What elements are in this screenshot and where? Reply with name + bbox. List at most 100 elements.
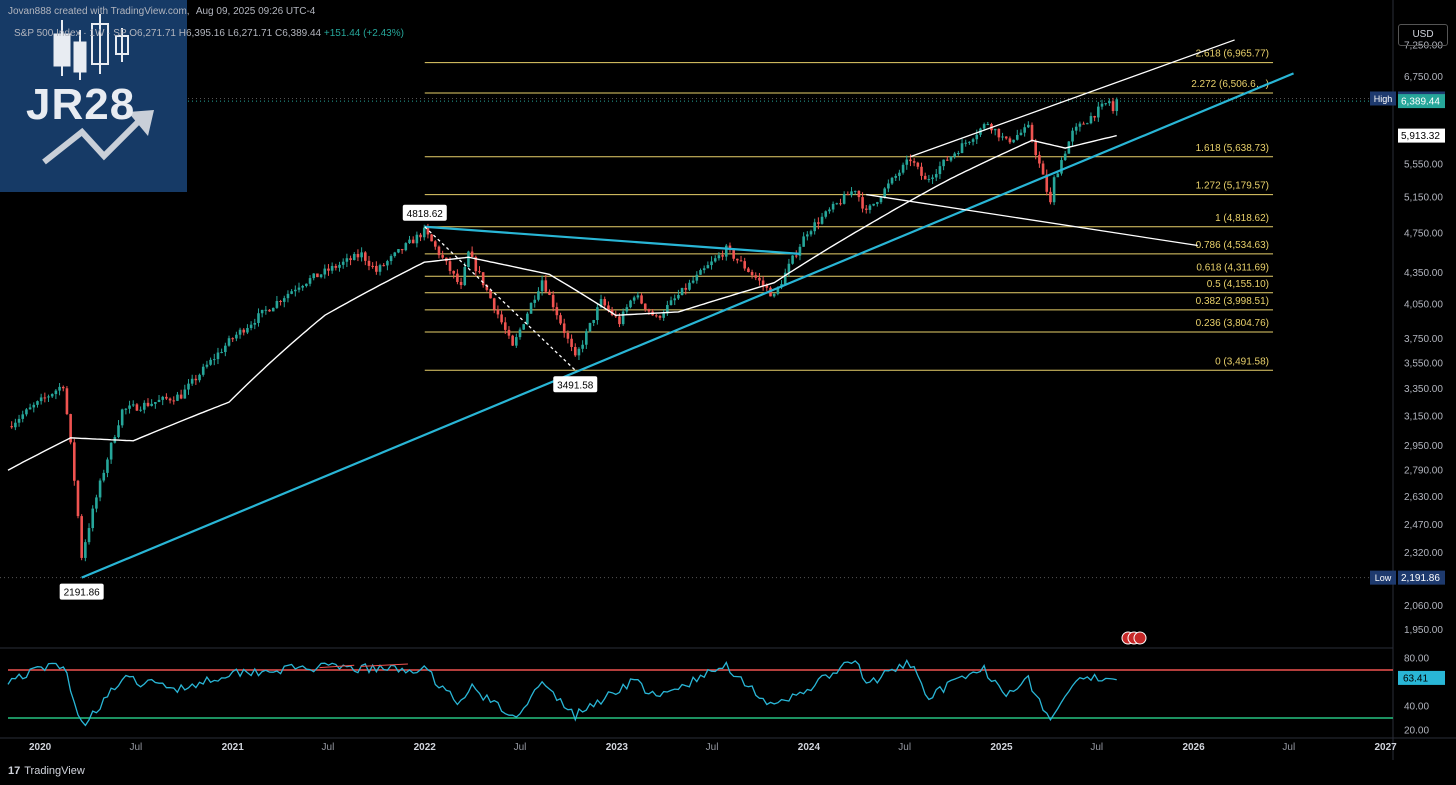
time-axis-tick-label: 2023 xyxy=(606,742,629,753)
rsi-axis-tick-label: 40.00 xyxy=(1404,702,1429,713)
fib-level-label: 0.382 (3,998.51) xyxy=(1196,296,1269,307)
candle-body xyxy=(1019,132,1023,136)
candle-body xyxy=(179,394,183,399)
candle-body xyxy=(736,258,739,261)
candle-body xyxy=(968,141,971,143)
candle-body xyxy=(1104,103,1107,105)
candle-body xyxy=(971,139,975,142)
candle-body xyxy=(235,334,238,339)
candle-body xyxy=(724,245,728,257)
candle-body xyxy=(102,472,106,481)
candle-body xyxy=(640,295,643,304)
candle-body xyxy=(853,190,857,192)
ohlc-legend[interactable]: S&P 500 Index · 1W · SP O6,271.71 H6,395… xyxy=(14,28,404,39)
candle-body xyxy=(850,191,853,196)
candle-body xyxy=(883,188,886,198)
candle-body xyxy=(220,352,223,354)
candle-body xyxy=(168,398,172,401)
price-axis-tick-label: 5,150.00 xyxy=(1404,193,1443,204)
candle-body xyxy=(518,329,522,338)
candle-body xyxy=(433,241,437,247)
candle-body xyxy=(456,273,459,282)
candle-body xyxy=(364,252,367,261)
time-axis-tick-label: Jul xyxy=(1090,742,1103,753)
candle-body xyxy=(172,400,176,402)
candle-body xyxy=(507,329,511,336)
candle-body xyxy=(25,409,28,415)
candle-body xyxy=(555,307,559,316)
candle-body xyxy=(1060,160,1063,174)
candle-body xyxy=(194,378,198,381)
candle-body xyxy=(87,528,91,543)
fib-level-label: 1 (4,818.62) xyxy=(1215,213,1269,224)
candle-body xyxy=(330,265,334,271)
candle-body xyxy=(404,243,408,251)
open-value: O6,271.71 xyxy=(129,28,176,39)
candle-body xyxy=(297,287,301,290)
candle-body xyxy=(246,328,249,333)
candle-body xyxy=(408,239,411,244)
candle-body xyxy=(367,260,371,266)
candle-body xyxy=(397,249,400,253)
candle-body xyxy=(894,175,898,178)
candle-body xyxy=(319,274,323,278)
channel-logo-text: JR28 xyxy=(26,80,136,129)
candle-body xyxy=(691,280,695,283)
price-axis-marker xyxy=(1398,570,1445,585)
candle-body xyxy=(128,405,131,409)
candle-body xyxy=(161,396,165,400)
candle-body xyxy=(1030,124,1034,142)
candle-body xyxy=(559,315,562,324)
candle-body xyxy=(739,260,743,262)
candle-body xyxy=(21,414,25,419)
symbol-title[interactable]: S&P 500 Index · 1W · SP xyxy=(14,28,127,39)
candle-body xyxy=(50,394,54,397)
price-axis-tick-label: 3,350.00 xyxy=(1404,384,1443,395)
candle-body xyxy=(732,249,735,259)
candle-body xyxy=(798,246,802,256)
candle-body xyxy=(603,299,607,306)
candle-body xyxy=(839,203,842,205)
time-axis-tick-label: Jul xyxy=(898,742,911,753)
candle-body xyxy=(945,159,949,161)
tradingview-footer[interactable]: 17 TradingView xyxy=(8,765,85,777)
candle-body xyxy=(485,285,489,290)
candle-body xyxy=(942,159,945,167)
rsi-divergence-arrow xyxy=(360,663,408,667)
candle-body xyxy=(294,289,297,292)
candle-body xyxy=(710,261,713,266)
price-axis-marker-label: 2,191.86 xyxy=(1401,573,1440,584)
close-value: C6,389.44 xyxy=(274,28,322,39)
candle-body xyxy=(761,280,765,286)
candle-body xyxy=(599,299,603,308)
channel-logo: JR28 xyxy=(0,0,187,192)
candle-body xyxy=(842,194,846,204)
candle-body xyxy=(916,162,920,167)
price-axis-tick-label: 2,950.00 xyxy=(1404,441,1443,452)
candle-body xyxy=(1038,155,1041,164)
candle-body xyxy=(1052,177,1056,203)
candle-body xyxy=(301,285,304,288)
candle-body xyxy=(503,322,507,330)
candle-body xyxy=(124,408,128,410)
candle-body xyxy=(481,272,485,286)
currency-button[interactable]: USD xyxy=(1398,24,1448,46)
candle-body xyxy=(430,234,433,242)
candle-body xyxy=(585,331,588,345)
candle-body xyxy=(901,164,905,173)
candle-body xyxy=(253,322,257,325)
candle-body xyxy=(183,389,187,399)
candle-body xyxy=(290,291,293,294)
candle-body xyxy=(636,295,640,298)
candle-body xyxy=(953,153,956,157)
price-callout-label: 3491.58 xyxy=(557,380,594,391)
candle-body xyxy=(76,480,80,517)
candle-body xyxy=(47,396,50,398)
candle-body xyxy=(393,252,397,257)
candle-body xyxy=(511,335,514,346)
fib-level-label: 1.272 (5,179.57) xyxy=(1196,181,1269,192)
candle-body xyxy=(212,359,216,361)
price-axis-tick-label: 2,470.00 xyxy=(1404,520,1443,531)
